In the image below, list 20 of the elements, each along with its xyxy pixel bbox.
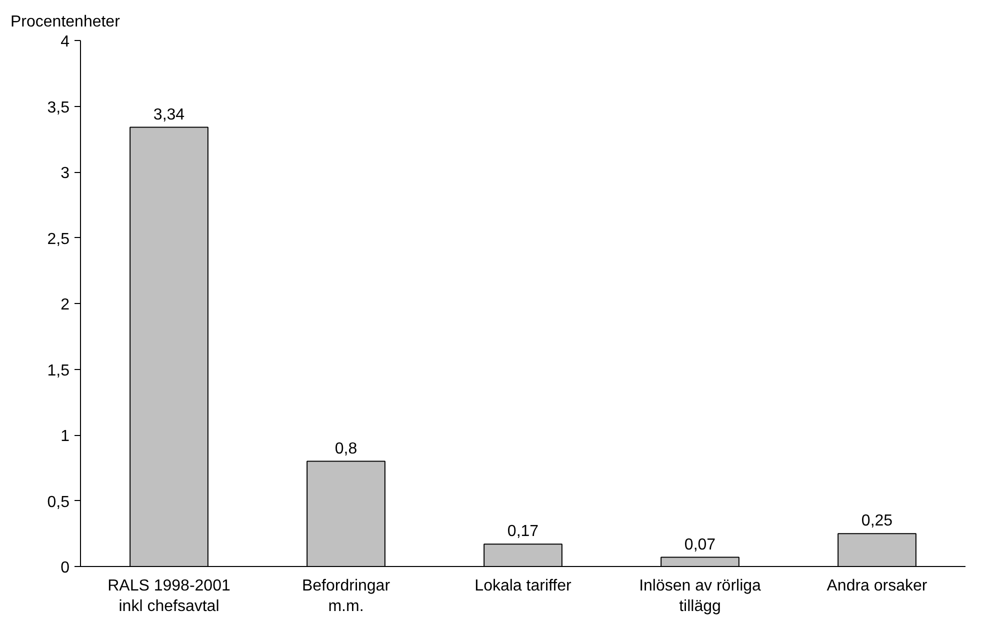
- x-tick-label: Andra orsaker: [826, 578, 928, 594]
- data-label: 0,07: [684, 536, 716, 554]
- y-tick-label: 3,5: [47, 99, 70, 116]
- y-tick-label: 0: [60, 560, 70, 576]
- x-tick-label: Befordringar m.m.: [302, 578, 391, 615]
- y-tick-label: 1,5: [47, 362, 70, 380]
- y-tick-label: 2,5: [47, 230, 70, 248]
- y-tick-label: 3: [60, 165, 70, 182]
- y-axis-title: Procentenheter: [10, 14, 121, 30]
- y-tick-label: 0,5: [47, 494, 70, 511]
- x-tick-label: Inlösen av rörliga tillägg: [639, 578, 762, 615]
- y-tick-label: 4: [60, 34, 70, 50]
- data-label: 3,34: [153, 106, 185, 124]
- data-label: 0,8: [334, 440, 358, 458]
- data-label: 0,25: [861, 512, 893, 530]
- x-tick-label: Lokala tariffer: [474, 578, 572, 594]
- x-tick-label: RALS 1998-2001 inkl chefsavtal: [108, 578, 230, 615]
- data-label: 0,17: [507, 523, 539, 540]
- y-tick-label: 2: [60, 296, 70, 314]
- y-tick-label: 1: [60, 428, 70, 445]
